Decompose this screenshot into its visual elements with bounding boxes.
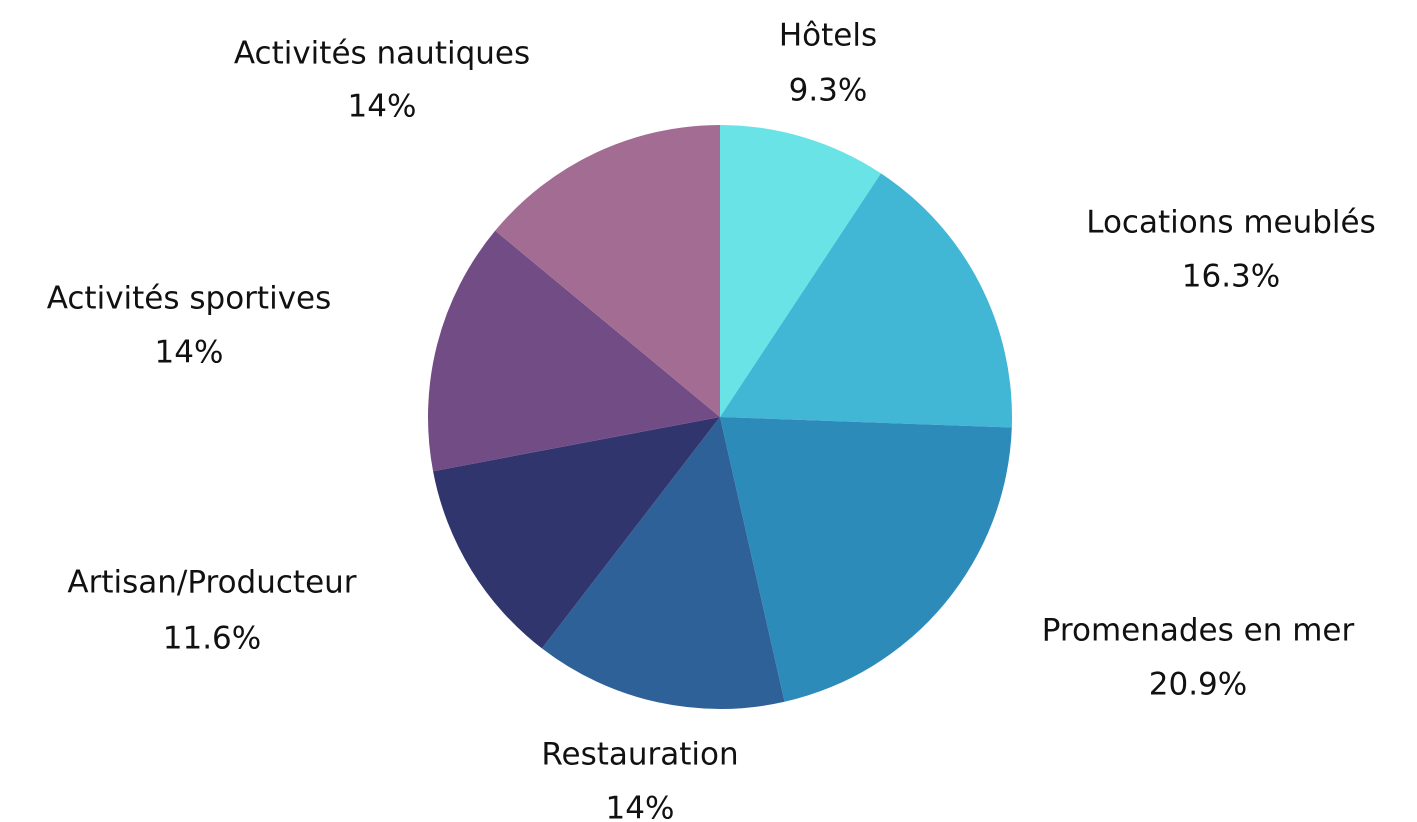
pie-slice xyxy=(541,417,785,709)
pie-slice xyxy=(720,417,1012,702)
slice-label: Locations meublés xyxy=(1086,205,1376,241)
slice-value-label: 14% xyxy=(348,89,417,125)
slice-label: Hôtels xyxy=(779,18,877,54)
slice-label: Artisan/Producteur xyxy=(67,565,356,601)
pie-slice xyxy=(495,125,720,417)
slice-label: Restauration xyxy=(541,737,738,773)
slice-value-label: 9.3% xyxy=(789,73,868,109)
slice-value-label: 11.6% xyxy=(163,621,261,657)
pie-slice xyxy=(720,125,881,417)
slice-value-label: 14% xyxy=(155,335,224,371)
slice-label: Promenades en mer xyxy=(1042,613,1355,649)
slice-label: Activités nautiques xyxy=(234,36,530,72)
pie-slice xyxy=(720,173,1012,428)
slice-value-label: 20.9% xyxy=(1149,667,1247,703)
slice-label: Activités sportives xyxy=(47,281,332,317)
slice-value-label: 14% xyxy=(606,791,675,822)
pie-slice xyxy=(428,230,720,472)
pie-slice xyxy=(433,417,720,649)
slice-value-label: 16.3% xyxy=(1182,259,1280,295)
